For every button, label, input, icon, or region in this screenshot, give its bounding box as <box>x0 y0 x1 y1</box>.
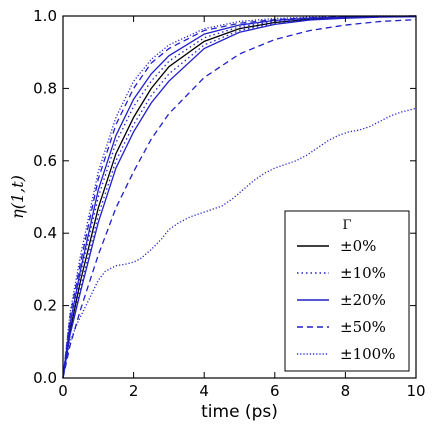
x-tick-label: 0 <box>58 382 68 400</box>
x-tick-label: 10 <box>406 382 425 400</box>
legend-frame <box>284 210 410 372</box>
legend-entry-label: ±100% <box>340 345 395 363</box>
series-line-7 <box>62 18 417 379</box>
y-tick-label: 1.0 <box>33 7 57 25</box>
y-tick-label: 0.2 <box>33 297 57 315</box>
x-tick-label: 8 <box>341 382 351 400</box>
y-axis-label: η(1,t) <box>8 175 27 219</box>
x-tick-label: 6 <box>270 382 280 400</box>
y-tick-label: 0.0 <box>33 369 57 387</box>
x-axis-label: time (ps) <box>201 402 278 422</box>
plot-frame <box>62 15 417 379</box>
axis-ticks: 0 2 4 6 8 10 0.0 0.2 0.4 0.6 0.8 1.0 <box>33 7 425 400</box>
y-tick-label: 0.6 <box>33 152 57 170</box>
x-tick-label: 4 <box>199 382 209 400</box>
legend-entry-label: ±0% <box>340 237 376 255</box>
plot-lines <box>62 15 417 379</box>
legend: Γ ±0% ±10% ±20% ±50% ±100% <box>284 210 410 372</box>
legend-entry-label: ±50% <box>340 318 386 336</box>
series-line-6 <box>62 15 417 379</box>
series-line-5 <box>62 16 417 379</box>
y-tick-label: 0.4 <box>33 224 57 242</box>
x-tick-label: 2 <box>129 382 139 400</box>
legend-entry-label: ±20% <box>340 291 386 309</box>
legend-title: Γ <box>342 218 351 233</box>
legend-entry-label: ±10% <box>340 264 386 282</box>
y-tick-label: 0.8 <box>33 79 57 97</box>
series-line-9 <box>62 107 417 379</box>
